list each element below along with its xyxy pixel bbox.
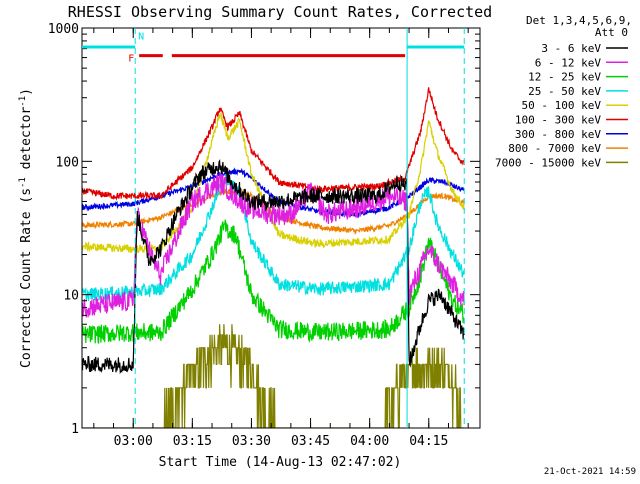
y-tick-label: 10 — [63, 289, 79, 304]
y-axis-label-sup2: -1 — [18, 96, 28, 107]
legend-header-line1: Det 1,3,4,5,6,9, — [526, 14, 632, 27]
y-axis-label-sup1: -1 — [18, 177, 28, 188]
legend-label-100-300-kev: 100 - 300 keV — [515, 114, 601, 127]
legend-label-3-6-kev: 3 - 6 keV — [541, 42, 601, 55]
legend-label-6-12-kev: 6 - 12 keV — [535, 56, 602, 69]
x-tick-label: 04:15 — [409, 434, 448, 449]
chart-title: RHESSI Observing Summary Count Rates, Co… — [68, 3, 492, 21]
y-axis-label: Corrected Count Rate (s-1 detector-1) — [18, 88, 34, 368]
series-line-100-300-kev — [82, 87, 465, 202]
legend-label-25-50-kev: 25 - 50 keV — [528, 85, 601, 98]
x-tick-label: 03:15 — [173, 434, 212, 449]
series-line-7000-15000-kev — [82, 324, 465, 428]
y-axis-label-end: ) — [19, 88, 34, 96]
x-tick-label: 03:00 — [114, 434, 153, 449]
x-tick-label: 03:30 — [232, 434, 271, 449]
legend-label-12-25-kev: 12 - 25 keV — [528, 71, 601, 84]
legend-header-line2: Att 0 — [595, 26, 628, 39]
series-group — [82, 87, 465, 428]
legend-label-50-100-kev: 50 - 100 keV — [522, 99, 602, 112]
y-axis-label-mid: detector — [19, 107, 34, 178]
series-line-12-25-kev — [82, 219, 465, 345]
series-line-25-50-kev — [82, 174, 465, 301]
y-tick-label: 100 — [56, 155, 79, 170]
legend-label-7000-15000-kev: 7000 - 15000 keV — [495, 156, 601, 169]
flare-flag-label: F — [128, 54, 134, 65]
x-tick-label: 04:00 — [350, 434, 389, 449]
series-line-50-100-kev — [82, 112, 465, 254]
legend-label-300-800-kev: 300 - 800 keV — [515, 128, 601, 141]
series-line-6-12-kev — [82, 173, 465, 318]
legend-label-800-7000-kev: 800 - 7000 keV — [508, 142, 601, 155]
series-line-3-6-kev — [82, 158, 465, 375]
plot-frame — [81, 27, 481, 429]
timestamp: 21-Oct-2021 14:59 — [544, 467, 636, 477]
y-tick-label: 1000 — [48, 22, 79, 37]
x-tick-label: 03:45 — [291, 434, 330, 449]
y-tick-label: 1 — [71, 422, 79, 437]
night-flag-label: N — [138, 31, 144, 42]
x-axis-label: Start Time (14-Aug-13 02:47:02) — [159, 455, 402, 470]
y-axis-label-main: Corrected Count Rate (s — [19, 188, 34, 368]
